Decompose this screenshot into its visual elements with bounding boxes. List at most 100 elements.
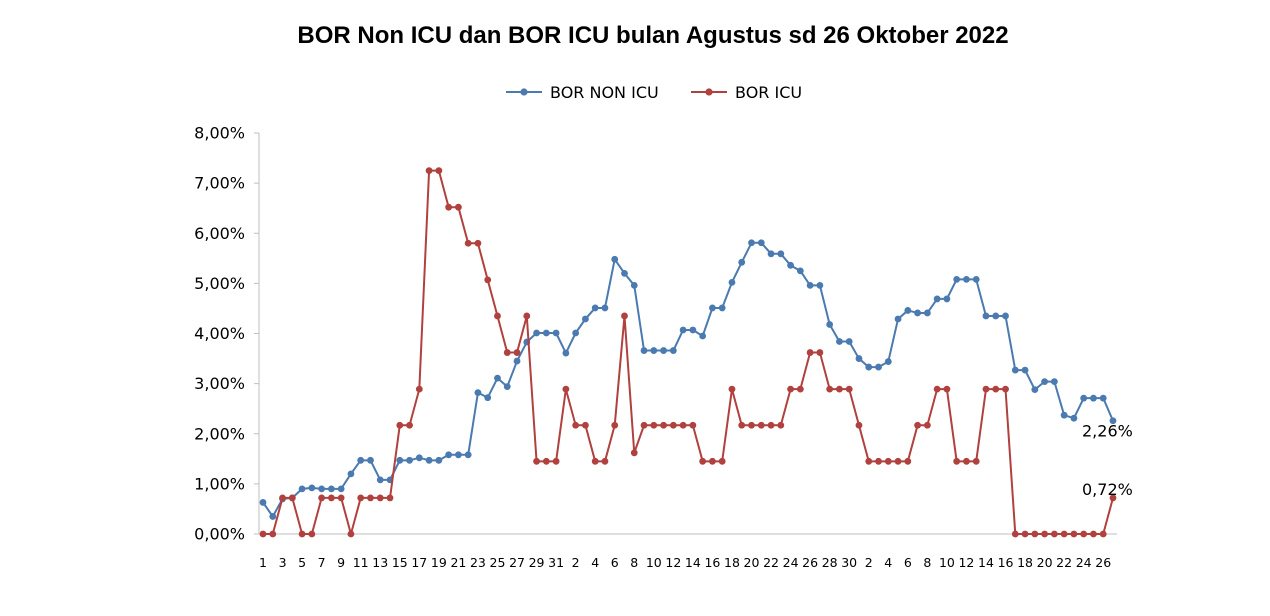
data-point bbox=[767, 250, 775, 258]
x-tick-label: 4 bbox=[591, 555, 599, 570]
data-point bbox=[787, 261, 794, 269]
data-point bbox=[445, 451, 453, 459]
data-point bbox=[982, 385, 990, 393]
data-point bbox=[845, 385, 853, 393]
x-tick-label: 19 bbox=[431, 555, 447, 570]
data-point bbox=[572, 329, 580, 337]
y-tick-label: 0,00% bbox=[194, 525, 245, 544]
data-point bbox=[1050, 530, 1058, 538]
data-point bbox=[767, 421, 775, 429]
x-tick-label: 26 bbox=[1095, 555, 1111, 570]
end-value-label: 0,72% bbox=[1082, 480, 1133, 499]
legend-item: BOR NON ICU bbox=[506, 83, 659, 102]
chart-title: BOR Non ICU dan BOR ICU bulan Agustus sd… bbox=[297, 22, 1008, 49]
data-point bbox=[689, 326, 697, 334]
data-point bbox=[494, 312, 501, 320]
legend-marker bbox=[705, 88, 713, 96]
data-point bbox=[718, 457, 726, 465]
data-point bbox=[406, 421, 413, 429]
series-line bbox=[263, 169, 1114, 535]
x-tick-label: 9 bbox=[337, 555, 345, 570]
data-point bbox=[327, 485, 335, 493]
data-point bbox=[1060, 530, 1068, 538]
data-point bbox=[318, 494, 326, 502]
data-point bbox=[865, 363, 873, 371]
x-tick-label: 22 bbox=[1056, 555, 1072, 570]
data-point bbox=[806, 349, 814, 356]
series-bor-icu bbox=[259, 167, 1117, 538]
x-tick-label: 3 bbox=[279, 555, 287, 570]
data-point bbox=[826, 385, 834, 393]
legend: BOR NON ICU BOR ICU bbox=[506, 83, 802, 102]
data-point bbox=[699, 332, 707, 340]
data-point bbox=[923, 421, 931, 429]
data-point bbox=[728, 278, 736, 286]
data-point bbox=[748, 239, 755, 247]
data-point bbox=[621, 312, 628, 320]
x-tick-label: 29 bbox=[529, 555, 545, 570]
data-point bbox=[367, 494, 374, 502]
data-point bbox=[718, 304, 726, 312]
y-tick-label: 8,00% bbox=[194, 124, 245, 143]
data-point bbox=[376, 476, 384, 484]
y-tick-label: 7,00% bbox=[194, 174, 245, 193]
data-point bbox=[904, 457, 912, 465]
data-point bbox=[601, 457, 609, 465]
data-point bbox=[1050, 378, 1058, 386]
data-point bbox=[757, 421, 765, 429]
data-point bbox=[757, 239, 765, 247]
data-point bbox=[630, 281, 638, 289]
data-point bbox=[425, 167, 433, 174]
data-point bbox=[533, 329, 540, 337]
x-tick-label: 10 bbox=[939, 555, 955, 570]
data-point bbox=[269, 513, 277, 520]
x-tick-label: 20 bbox=[1037, 555, 1053, 570]
data-point bbox=[523, 312, 531, 320]
data-point bbox=[494, 374, 501, 382]
data-point bbox=[542, 457, 550, 465]
data-point bbox=[894, 457, 902, 465]
data-point bbox=[982, 312, 990, 320]
data-point bbox=[679, 421, 687, 429]
data-point bbox=[435, 167, 443, 174]
data-point bbox=[777, 421, 785, 429]
x-tick-label: 5 bbox=[298, 555, 306, 570]
y-axis-ticks: 0,00% 1,00% 2,00% 3,00% 4,00% 5,00% 6,00% 7,00%… bbox=[194, 124, 259, 544]
data-point bbox=[367, 456, 374, 464]
data-labels: 2,26% 0,72% bbox=[1082, 422, 1133, 499]
x-tick-label: 1 bbox=[259, 555, 267, 570]
data-point bbox=[1090, 530, 1097, 538]
x-tick-label: 26 bbox=[802, 555, 818, 570]
data-point bbox=[572, 421, 580, 429]
data-point bbox=[259, 530, 267, 538]
y-tick-label: 3,00% bbox=[194, 374, 245, 393]
data-point bbox=[894, 315, 902, 323]
data-point bbox=[953, 457, 961, 465]
data-point bbox=[552, 457, 560, 465]
series-layer bbox=[259, 167, 1117, 538]
data-point bbox=[464, 451, 472, 459]
data-point bbox=[972, 457, 980, 465]
x-tick-label: 11 bbox=[353, 555, 369, 570]
data-point bbox=[914, 309, 921, 317]
data-point bbox=[884, 358, 892, 365]
data-point bbox=[787, 385, 794, 393]
data-point bbox=[621, 269, 628, 277]
data-point bbox=[582, 315, 589, 323]
data-point bbox=[630, 449, 638, 457]
data-point bbox=[914, 421, 921, 429]
data-point bbox=[386, 494, 394, 502]
x-tick-label: 15 bbox=[392, 555, 408, 570]
x-tick-label: 16 bbox=[704, 555, 720, 570]
data-point bbox=[552, 329, 560, 337]
legend-marker bbox=[520, 88, 528, 96]
data-point bbox=[484, 394, 492, 402]
data-point bbox=[728, 385, 736, 393]
data-point bbox=[923, 309, 931, 317]
x-tick-label: 8 bbox=[923, 555, 931, 570]
data-point bbox=[816, 281, 824, 289]
x-tick-label: 21 bbox=[450, 555, 466, 570]
data-point bbox=[591, 304, 599, 312]
legend-item: BOR ICU bbox=[691, 83, 802, 102]
data-point bbox=[327, 494, 335, 502]
